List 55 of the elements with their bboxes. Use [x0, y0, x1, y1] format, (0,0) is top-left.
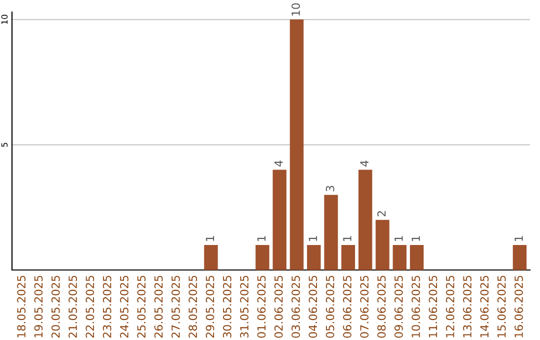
bar — [512, 244, 527, 270]
data-label: 10 — [292, 3, 300, 16]
x-tick-label: 24.05.2025 — [120, 276, 128, 338]
bar — [256, 244, 270, 270]
x-tick-label: 21.05.2025 — [68, 276, 77, 338]
x-tick-label: 03.06.2025 — [292, 276, 300, 338]
x-tick-label: 02.06.2025 — [274, 276, 283, 338]
bar — [410, 244, 424, 270]
x-tick-label: 16.06.2025 — [514, 276, 523, 338]
bar — [290, 20, 304, 270]
y-tick-label: 5 — [1, 142, 8, 147]
bar — [358, 170, 372, 270]
data-label: 1 — [206, 236, 214, 241]
x-tick-label: 09.06.2025 — [394, 276, 403, 338]
x-tick-label: 31.05.2025 — [240, 276, 248, 338]
x-tick-label: 26.05.2025 — [154, 276, 163, 338]
bar — [307, 244, 321, 270]
data-label: 1 — [308, 236, 317, 241]
x-tick-label: 10.06.2025 — [412, 276, 420, 338]
x-tick-label: 14.06.2025 — [480, 276, 489, 338]
x-tick-label: 08.06.2025 — [377, 276, 386, 338]
bar — [204, 244, 218, 270]
x-tick-label: 12.06.2025 — [446, 276, 454, 338]
x-tick-label: 18.05.2025 — [17, 276, 26, 338]
data-label: 1 — [394, 236, 403, 241]
bar — [392, 244, 407, 270]
data-label: 3 — [326, 186, 334, 192]
data-label: 1 — [343, 236, 352, 241]
x-tick-label: 13.06.2025 — [463, 276, 472, 338]
x-tick-label: 22.05.2025 — [86, 276, 94, 338]
bar — [272, 170, 286, 270]
data-label: 1 — [514, 236, 523, 241]
x-tick-label: 11.06.2025 — [428, 276, 438, 338]
bar — [341, 244, 356, 270]
x-tick-label: 29.05.2025 — [206, 276, 214, 338]
x-tick-label: 06.06.2025 — [343, 276, 352, 338]
data-label: 1 — [412, 236, 420, 241]
x-tick-label: 04.06.2025 — [308, 276, 318, 338]
x-tick-label: 01.06.2025 — [257, 276, 266, 338]
data-label: 2 — [377, 211, 386, 216]
x-tick-label: 05.06.2025 — [326, 276, 334, 338]
x-tick-label: 27.05.2025 — [171, 276, 180, 338]
data-label: 4 — [274, 160, 283, 166]
x-tick-label: 19.05.2025 — [34, 276, 43, 338]
x-tick-label: 23.05.2025 — [102, 276, 112, 338]
bar — [376, 220, 390, 270]
x-tick-label: 25.05.2025 — [137, 276, 146, 338]
x-tick-label: 15.06.2025 — [497, 276, 506, 338]
x-tick-label: 20.05.2025 — [51, 276, 60, 338]
data-label: 4 — [360, 160, 368, 166]
x-tick-label: 30.05.2025 — [222, 276, 232, 338]
x-tick-label: 28.05.2025 — [188, 276, 198, 338]
x-tick-label: 07.06.2025 — [360, 276, 369, 338]
data-label: 1 — [257, 236, 266, 241]
bar — [324, 194, 338, 270]
